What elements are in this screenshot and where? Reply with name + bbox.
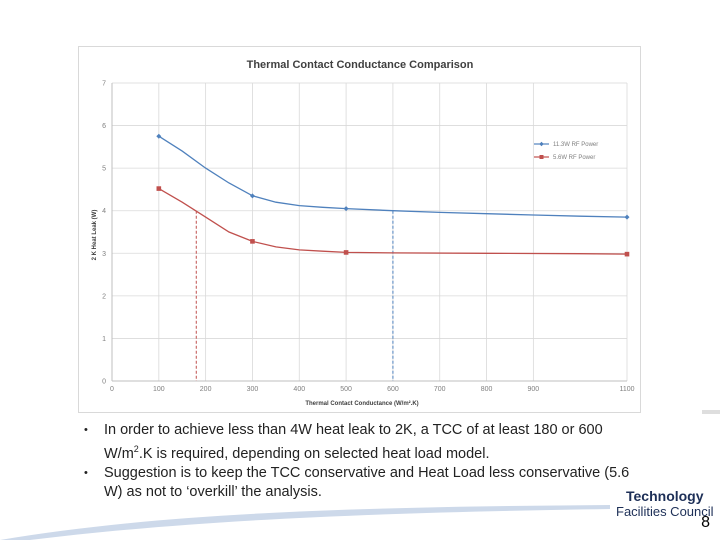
y-tick-label: 3 — [102, 251, 106, 258]
y-tick-label: 6 — [102, 123, 106, 130]
reference-lines — [195, 210, 394, 381]
bullet-marker: • — [84, 424, 88, 436]
x-tick-label: 900 — [528, 386, 540, 393]
bullet-item: • Suggestion is to keep the TCC conserva… — [84, 464, 644, 502]
bullet-item: • In order to achieve less than 4W heat … — [84, 421, 644, 464]
chart-title: Thermal Contact Conductance Comparison — [247, 59, 474, 71]
stfc-logo: Technology Facilities Council — [616, 488, 716, 519]
data-point — [624, 214, 630, 220]
y-tick-label: 4 — [102, 208, 106, 215]
y-tick-label: 7 — [102, 81, 106, 88]
bullet-list: • In order to achieve less than 4W heat … — [84, 421, 644, 502]
series-line — [158, 188, 628, 255]
legend-marker — [539, 141, 544, 147]
data-point — [156, 186, 162, 191]
x-tick-label: 700 — [434, 386, 446, 393]
legend: 11.3W RF Power 5.6W RF Power — [534, 141, 598, 161]
bullet-marker: • — [84, 466, 88, 479]
x-tick-label: 500 — [340, 386, 352, 393]
data-point — [343, 250, 349, 255]
bullet-superscript: 2 — [133, 444, 139, 454]
data-point — [343, 206, 349, 212]
y-tick-label: 1 — [102, 336, 106, 343]
x-tick-label: 200 — [200, 386, 212, 393]
legend-marker — [539, 155, 544, 159]
y-tick-label: 0 — [102, 379, 106, 386]
data-point — [250, 239, 255, 244]
grid — [111, 82, 628, 382]
x-tick-label: 300 — [247, 386, 259, 393]
y-axis-label: 2 K Heat Leak (W) — [92, 210, 98, 261]
chart: Thermal Contact Conductance Comparison 0… — [92, 59, 635, 407]
chart-frame: Thermal Contact Conductance Comparison 0… — [78, 46, 641, 413]
logo-line-facilities-council: Facilities Council — [616, 504, 714, 519]
series — [156, 133, 630, 257]
x-tick-label: 100 — [153, 386, 165, 393]
x-tick-label: 1100 — [619, 386, 634, 393]
bullet-text-b: .K is required, depending on selected he… — [138, 445, 490, 462]
legend-label: 11.3W RF Power — [553, 142, 598, 148]
series-line — [158, 135, 628, 218]
data-point — [624, 251, 630, 257]
x-axis-label: Thermal Contact Conductance (W/m².K) — [305, 400, 418, 407]
legend-label: 5.6W RF Power — [553, 155, 595, 161]
logo-line-technology: Technology — [626, 488, 704, 504]
x-tick-label: 600 — [387, 386, 399, 393]
y-tick-label: 2 — [102, 293, 106, 300]
bullet-text: Suggestion is to keep the TCC conservati… — [104, 464, 630, 500]
bullet-text-a: In order to achieve less than 4W heat le… — [104, 422, 603, 462]
x-tick-label: 0 — [110, 386, 114, 393]
y-tick-label: 5 — [102, 166, 106, 173]
x-tick-label: 800 — [481, 386, 493, 393]
ticks: 0 1 2 3 4 5 6 7 0 100 200 300 400 500 600 700 800 900 1100 — [102, 81, 635, 394]
data-point — [156, 133, 162, 139]
x-tick-label: 400 — [293, 386, 305, 393]
data-point — [249, 193, 255, 199]
page-number: 8 — [701, 514, 710, 531]
bullet-text: In order to achieve less than 4W heat le… — [104, 421, 644, 464]
decorative-rule — [702, 410, 720, 414]
footer-swoosh — [0, 505, 610, 540]
